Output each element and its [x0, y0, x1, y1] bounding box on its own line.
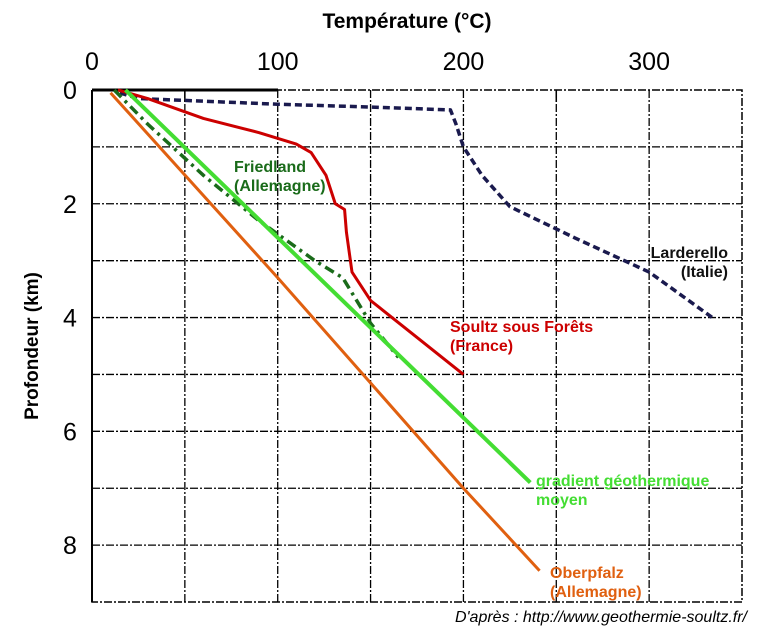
- series-line: [124, 88, 532, 484]
- y-tick-label: 2: [63, 191, 77, 219]
- series-label-line: (France): [450, 338, 513, 355]
- series-label-line: (Allemagne): [234, 178, 326, 195]
- series-labels: Larderello (Italie) Soultz sous Forêts (Fra…: [234, 159, 728, 601]
- series-label-line: Friedland: [234, 159, 306, 176]
- y-tick-label: 8: [63, 532, 77, 560]
- series-label-line: gradient géothermique: [536, 473, 709, 490]
- series-label-line: Larderello: [651, 245, 729, 262]
- series-label: Larderello (Italie): [651, 245, 729, 281]
- x-tick-labels: 0 100 200 300: [85, 48, 670, 76]
- y-axis-label: Profondeur (km): [22, 272, 43, 420]
- y-tick-label: 0: [63, 77, 77, 105]
- x-tick-label: 200: [443, 48, 485, 76]
- plot-frame: [91, 89, 743, 603]
- x-tick-label: 300: [628, 48, 670, 76]
- series-label: gradient géothermique moyen: [536, 473, 709, 509]
- chart-title: Température (°C): [322, 10, 491, 33]
- series-label-line: Soultz sous Forêts: [450, 319, 593, 336]
- x-tick-label: 0: [85, 48, 99, 76]
- series-group: [109, 88, 714, 572]
- series-line: [119, 91, 714, 319]
- series-label-line: (Italie): [681, 264, 728, 281]
- series-label-line: Oberpfalz: [550, 565, 624, 582]
- source-credit: D'après : http://www.geothermie-soultz.f…: [455, 609, 749, 626]
- grid: [92, 90, 742, 602]
- series-line: [117, 88, 465, 376]
- series-label: Oberpfalz (Allemagne): [550, 565, 642, 601]
- y-tick-label: 6: [63, 418, 77, 446]
- series-label-line: (Allemagne): [550, 584, 642, 601]
- y-tick-labels: 0 2 4 6 8: [63, 77, 77, 560]
- series-label: Soultz sous Forêts (France): [450, 319, 593, 355]
- x-tick-label: 100: [257, 48, 299, 76]
- series-line: [109, 91, 541, 572]
- y-tick-label: 4: [63, 305, 77, 333]
- series-label-line: moyen: [536, 492, 588, 509]
- series-label: Friedland (Allemagne): [234, 159, 326, 195]
